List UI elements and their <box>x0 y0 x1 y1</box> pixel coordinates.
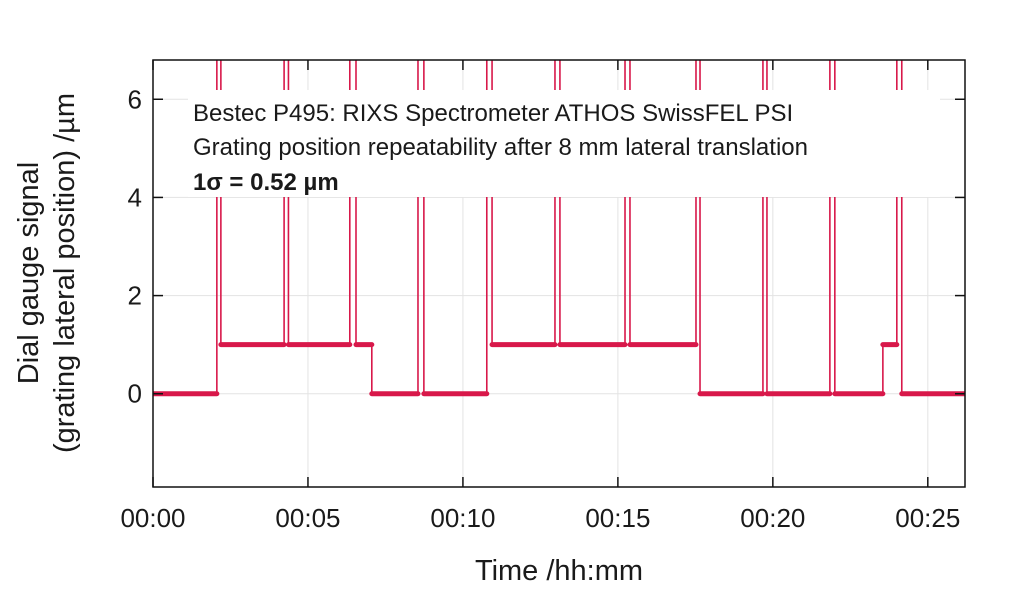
x-tick-label: 00:20 <box>740 503 805 533</box>
y-axis-label-line-1: Dial gauge signal <box>13 162 45 384</box>
y-tick-label: 0 <box>128 379 142 409</box>
y-tick-label: 4 <box>128 182 142 212</box>
y-axis-label-line-2: (grating lateral position) /µm <box>49 93 81 453</box>
y-tick-label: 2 <box>128 281 142 311</box>
x-tick-label: 00:05 <box>275 503 340 533</box>
x-tick-label: 00:10 <box>430 503 495 533</box>
plot-frame <box>152 59 966 488</box>
x-tick-label: 00:00 <box>120 503 185 533</box>
series-dial-gauge <box>153 60 965 397</box>
x-axis-label: Time /hh:mm <box>475 555 643 587</box>
annotation-sigma: 1σ = 0.52 µm <box>193 169 339 196</box>
x-tick-label: 00:15 <box>585 503 650 533</box>
annotation-line-1: Bestec P495: RIXS Spectrometer ATHOS Swi… <box>193 100 793 127</box>
axis-ticks: 00:00 00:05 00:10 00:15 00:20 00:25 0 2 4 6 <box>120 60 965 533</box>
y-tick-label: 6 <box>128 84 142 114</box>
x-tick-label: 00:25 <box>895 503 960 533</box>
annotation-box <box>188 90 940 197</box>
annotation-line-2: Grating position repeatability after 8 m… <box>193 134 808 161</box>
